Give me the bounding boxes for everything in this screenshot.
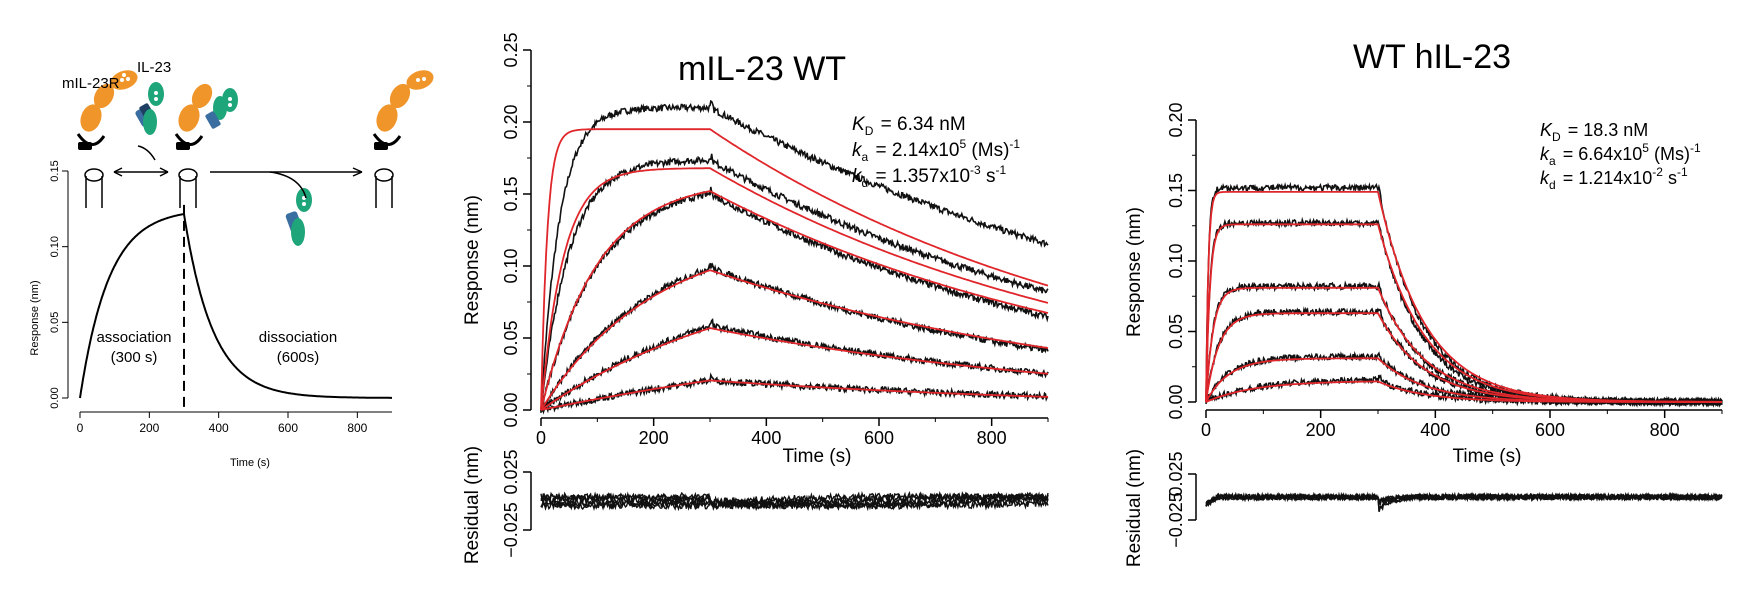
association-label: association [96,329,171,346]
mil23-ka-value: = 2.14x10 [875,140,959,161]
mil23-wt-x-tick-label: 600 [864,428,894,448]
receptor-label: mIL-23R [62,75,120,92]
mil23-wt-x-tick-label: 800 [977,428,1007,448]
schematic-x-tick-label: 0 [77,421,84,435]
wt-hil23-x-tick-label: 800 [1650,420,1680,440]
mil23-wt-fit-curve [540,167,1049,411]
svg-text:ka = 2.14x105 (Ms)-1: ka = 2.14x105 (Ms)-1 [852,137,1020,166]
mil23-wt-y-tick-label: 0.10 [501,248,521,283]
biosensor-tips [84,168,394,208]
schematic-x-tick-label: 200 [139,421,159,435]
dissociation-time-label: (600s) [277,349,320,366]
schematic-curve [79,212,392,399]
schematic-x-tick-label: 600 [278,421,298,435]
schematic-x-tick-label: 800 [347,421,367,435]
mil23-wt-data-trace [540,153,1049,412]
mil23-title: mIL-23 WT [678,50,846,88]
hil23-x-label: Time (s) [1453,446,1522,467]
mil23-wt-y-tick-label: 0.25 [501,32,521,67]
mil23-wt-y-tick-label: 0.20 [501,104,521,139]
mil23-axes: 0.00 0.05 0.10 0.15 0.20 0.25 0 200 400 600 800 0.0… [501,32,1049,558]
svg-text:KD = 18.3 nM: KD = 18.3 nM [1540,120,1648,145]
mil23-wt-data-trace [540,262,1049,411]
wt-hil23-x-tick-label: 400 [1420,420,1450,440]
mil23-wt-fit-curve [540,327,1049,411]
schematic-axes: 0.00 0.05 0.10 0.15 0 200 400 600 800 [49,160,392,435]
schematic-y-tick-label: 0.10 [49,236,61,257]
cytokine-label: IL-23 [137,59,171,76]
schematic-x-label: Time (s) [230,457,270,469]
mil23-wt-residual-tick-label: 0.025 [501,449,521,494]
mil23-wt-x-tick-label: 0 [536,428,546,448]
mil23-wt-fit-curve [540,379,1049,411]
wt-hil23-residual-tick-label: 0.025 [1166,451,1186,496]
receptor-3-illustration [372,70,434,150]
mil23-wt-fit-curve [540,269,1049,411]
hil23-residual-y-label: Residual (nm) [1124,449,1145,567]
wt-hil23-data-trace [1205,181,1723,408]
wt-hil23-y-tick-label: 0.05 [1166,314,1186,349]
svg-text:ka = 6.64x105 (Ms)-1: ka = 6.64x105 (Ms)-1 [1540,141,1701,169]
mil23-wt-y-tick-label: 0.05 [501,320,521,355]
mil23-wt-fit-curve [540,190,1049,411]
hil23-title: WT hIL-23 [1353,38,1511,76]
wt-hil23-x-tick-label: 600 [1535,420,1565,440]
wt-hil23-residual-tick-label: −0.025 [1166,492,1186,548]
mil23-kd-eq: = 6.34 nM [881,114,966,135]
free-il23-illustration [135,82,164,135]
mil23-wt-panel: mIL-23 WT 0.00 0.05 0.10 0.15 0.20 0.25 0 200 40… [462,32,1049,564]
wt-hil23-y-tick-label: 0.10 [1166,243,1186,278]
schematic-y-tick-label: 0.00 [49,387,61,408]
reaction-arrows [113,145,363,199]
mil23-y-label: Response (nm) [462,195,483,325]
released-il23-illustration [285,188,312,246]
mil23-x-label: Time (s) [783,446,852,467]
hil23-y-label: Response (nm) [1124,207,1145,337]
schematic-y-tick-label: 0.05 [49,312,61,333]
wt-hil23-x-tick-label: 200 [1306,420,1336,440]
svg-text:kd = 1.357x10-3 s-1: kd = 1.357x10-3 s-1 [852,163,1006,192]
mil23-wt-x-tick-label: 200 [639,428,669,448]
schematic-y-tick-label: 0.15 [49,160,61,181]
wt-hil23-x-tick-label: 0 [1201,420,1211,440]
mil23-wt-residual-trace [540,490,1049,511]
mil23-wt-y-tick-label: 0.15 [501,176,521,211]
hil23-kinetics: KD = 18.3 nM ka = 6.64x105 (Ms)-1 kd = 1… [1540,120,1701,193]
wt-hil23-fit-curve [1205,380,1722,403]
svg-text:kd = 1.214x10-2 s-1: kd = 1.214x10-2 s-1 [1540,165,1688,193]
schematic-y-label: Response (nm) [29,280,41,355]
receptor-1-illustration [76,70,138,150]
mil23-wt-data-trace [540,99,1049,413]
mil23-wt-fit-curve [540,128,1049,411]
complex-illustration [174,83,238,150]
svg-text:KD = 6.34 nM: KD = 6.34 nM [852,114,966,140]
wt-hil23-residual-trace [1205,491,1723,507]
association-time-label: (300 s) [111,349,158,366]
wt-hil23-y-tick-label: 0.00 [1166,384,1186,419]
mil23-koff-value: = 1.357x10 [875,166,970,187]
mil23-wt-residual-tick-label: −0.025 [501,502,521,558]
mil23-wt-residual-trace [540,491,1049,511]
mil23-kinetics: KD = 6.34 nM ka = 2.14x105 (Ms)-1 kd = 1… [852,114,1020,192]
wt-hil23-y-tick-label: 0.15 [1166,173,1186,208]
hil23-axes: 0.00 0.05 0.10 0.15 0.20 0 200 400 600 800 0.025−0… [1166,102,1723,548]
mil23-wt-x-tick-label: 400 [751,428,781,448]
schematic-x-tick-label: 400 [209,421,229,435]
mil23-wt-y-tick-label: 0.00 [501,392,521,427]
wt-hil23-panel: WT hIL-23 0.00 0.05 0.10 0.15 0.20 0 200 400 600… [1124,38,1723,567]
schematic-panel: mIL-23R IL-23 [29,59,434,469]
mil23-residual-y-label: Residual (nm) [462,446,483,564]
wt-hil23-y-tick-label: 0.20 [1166,102,1186,137]
dissociation-label: dissociation [259,329,337,346]
